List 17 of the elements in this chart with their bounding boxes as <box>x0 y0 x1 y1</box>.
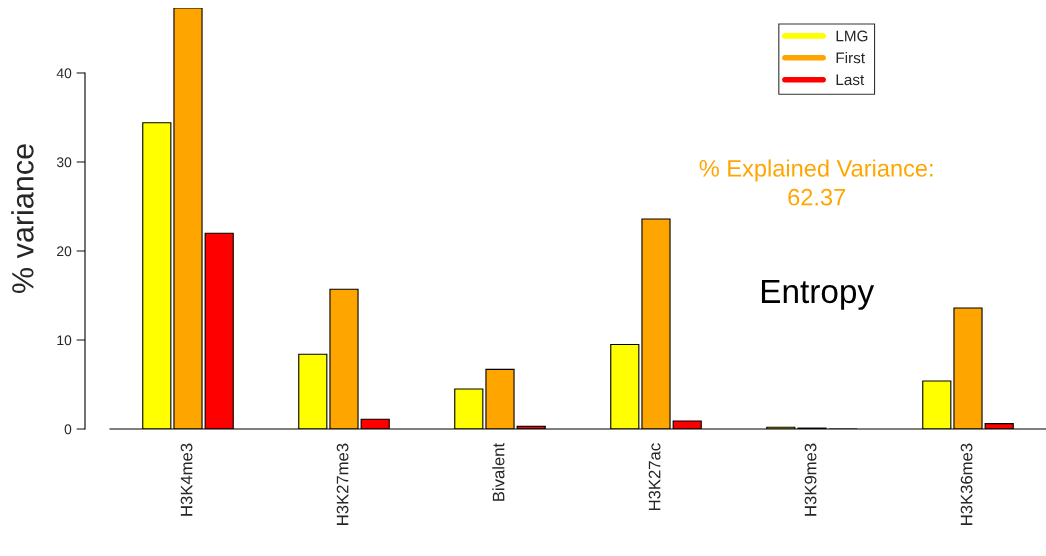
legend-label: LMG <box>836 30 868 42</box>
x-tick-label: H3K4me3 <box>180 443 193 516</box>
legend-label: Last <box>836 74 865 86</box>
x-tick-label: H3K36me3 <box>960 443 973 525</box>
y-tick-label: 10 <box>57 335 72 346</box>
legend-label: First <box>836 52 865 64</box>
y-tick-label: 0 <box>64 424 72 435</box>
y-tick-label: 30 <box>56 157 72 168</box>
x-tick-label: H3K27me3 <box>336 443 349 525</box>
x-tick-label: H3K27ac <box>648 443 661 511</box>
y-tick-label: 40 <box>56 68 72 79</box>
annotation: Entropy <box>761 279 875 310</box>
x-tick-label: H3K9me3 <box>804 443 817 516</box>
y-tick-label: 20 <box>57 246 72 257</box>
y-axis-title: % variance <box>11 144 34 293</box>
annotation: % Explained Variance: 62.37 <box>699 159 933 206</box>
x-tick-label: Bivalent <box>492 443 505 501</box>
